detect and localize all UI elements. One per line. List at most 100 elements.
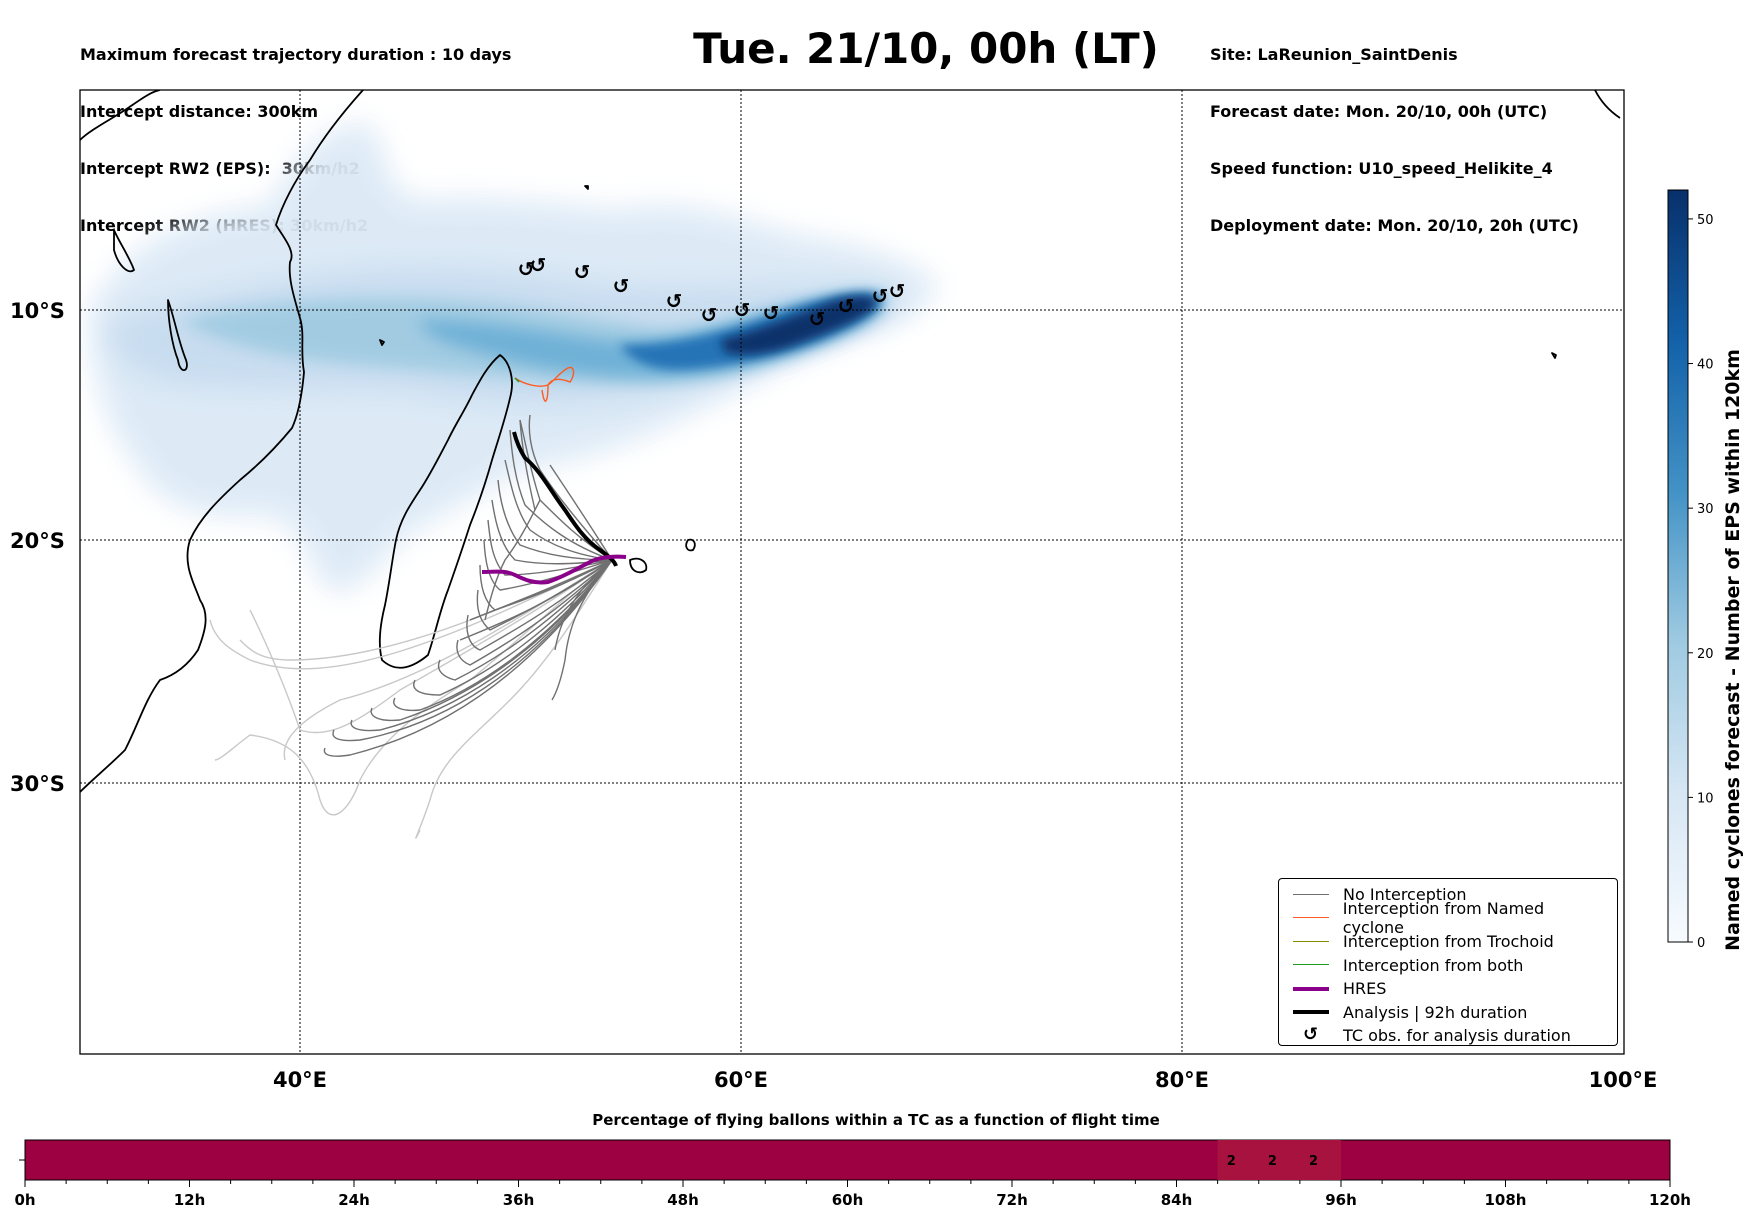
flight-time-bar: 2 2 2 0h 12h 24h 36h 48h 60h 72h 84h 96h 108h 120h (14, 1139, 1691, 1209)
mauritius-coast (685, 538, 696, 552)
lon-label: 80°E (1155, 1068, 1209, 1092)
east-island-b (1594, 90, 1621, 119)
trajectories (209, 366, 613, 839)
info-line: Deployment date: Mon. 20/10, 20h (UTC) (1210, 216, 1579, 235)
bar-tick-label: 24h (338, 1191, 370, 1209)
legend-label: Interception from Trochoid (1343, 932, 1554, 952)
cyclone-density-field (90, 124, 937, 593)
seychelles-island (584, 185, 589, 190)
bar-tick-label: 96h (1325, 1191, 1357, 1209)
legend-label: Interception from both (1343, 955, 1524, 975)
bar-value-label: 2 (1227, 1154, 1236, 1169)
colorbar: 0 10 20 30 40 50 (1667, 189, 1714, 951)
colorbar-tick-label: 50 (1697, 213, 1714, 228)
cyclone-icon: ↺ (1303, 1023, 1319, 1045)
legend-label: HRES (1343, 979, 1387, 999)
info-line: Forecast date: Mon. 20/10, 00h (UTC) (1210, 102, 1548, 121)
bar-tick-label: 36h (503, 1191, 535, 1209)
tc-obs-marker: ↺ (763, 301, 780, 325)
bar-value-label: 2 (1268, 1154, 1277, 1169)
page-title: Tue. 21/10, 00h (LT) (693, 24, 1159, 73)
flight-time-ticks: 0h 12h 24h 36h 48h 60h 72h 84h 96h 108h 120h (14, 1180, 1691, 1209)
colorbar-gradient (1667, 189, 1689, 943)
bar-tick-label: 72h (996, 1191, 1028, 1209)
coastlines (80, 90, 1621, 793)
legend-item-tc-obs: ↺ TC obs. for analysis duration (1287, 1024, 1609, 1048)
map-area: ↺ ↺ ↺ ↺ ↺ ↺ ↺ ↺ ↺ ↺ ↺ ↺ (80, 90, 1624, 1054)
bar-tick-label: 12h (174, 1191, 206, 1209)
mozambique-islet (167, 299, 188, 372)
tc-obs-marker: ↺ (889, 279, 906, 303)
bottom-chart-title: Percentage of flying ballons within a TC… (592, 1111, 1160, 1129)
tc-obs-marker: ↺ (666, 289, 683, 313)
colorbar-tick-label: 20 (1697, 647, 1714, 662)
legend-line-icon (1287, 979, 1335, 999)
bar-tick-label: 84h (1161, 1191, 1193, 1209)
hres-trajectory (481, 554, 627, 585)
longitude-labels: 40°E 60°E 80°E 100°E (273, 1068, 1657, 1092)
tc-obs-marker: ↺ (734, 298, 751, 322)
colorbar-ticks: 0 10 20 30 40 50 (1688, 213, 1714, 951)
legend-item-trochoid: Interception from Trochoid (1287, 930, 1609, 954)
legend-line-icon (1287, 955, 1335, 975)
lon-label: 60°E (714, 1068, 768, 1092)
bar-tick-label: 48h (667, 1191, 699, 1209)
info-line: Maximum forecast trajectory duration : 1… (80, 45, 512, 64)
legend-item-both: Interception from both (1287, 954, 1609, 978)
legend-label: No Interception (1343, 885, 1467, 905)
legend-label: Analysis | 92h duration (1343, 1002, 1528, 1022)
africa-horn-coast (80, 90, 161, 141)
reunion-coast (629, 557, 648, 574)
legend-line-icon (1287, 885, 1335, 905)
legend-line-icon (1287, 1002, 1335, 1022)
tc-obs-marker: ↺ (613, 274, 630, 298)
comoros-island (379, 339, 385, 346)
tc-obs-marker: ↺ (518, 257, 535, 281)
lon-label: 40°E (273, 1068, 327, 1092)
lat-label: 30°S (10, 772, 65, 796)
named-cyclone-interception-trajectory (514, 366, 575, 402)
tc-obs-marker: ↺ (872, 284, 889, 308)
map-frame (79, 89, 1625, 1055)
latitude-labels: 10°S 20°S 30°S (10, 299, 65, 796)
tc-obs-marker: ↺ (574, 260, 591, 284)
bar-tick-label: 60h (832, 1191, 864, 1209)
flight-time-values: 2 2 2 (1227, 1154, 1318, 1169)
legend-item-hres: HRES (1287, 977, 1609, 1001)
madagascar-coast (378, 354, 513, 669)
info-line: Speed function: U10_speed_Helikite_4 (1210, 159, 1553, 178)
colorbar-tick-label: 30 (1697, 502, 1714, 517)
legend-item-no-interception: No Interception (1287, 883, 1609, 907)
africa-coast (80, 90, 364, 793)
east-island-a (1551, 352, 1557, 359)
colorbar-label: Named cyclones forecast - Number of EPS … (1722, 349, 1744, 951)
tc-obs-marker: ↺ (809, 307, 826, 331)
long-trajectories (209, 559, 613, 839)
legend-label: Interception from Named cyclone (1342, 899, 1545, 938)
colorbar-tick-label: 10 (1697, 791, 1714, 806)
no-interception-trajectories (323, 414, 613, 757)
site-parameters: Site: LaReunion_SaintDenis Forecast date… (1210, 7, 1579, 254)
info-line: Site: LaReunion_SaintDenis (1210, 45, 1458, 64)
flight-time-bar-highlight (1217, 1140, 1341, 1180)
legend-item-named-cyclone: Interception from Named cyclone (1287, 899, 1609, 937)
tc-observations: ↺ ↺ ↺ ↺ ↺ ↺ ↺ ↺ ↺ ↺ ↺ ↺ (518, 253, 906, 331)
bar-tick-label: 108h (1485, 1191, 1527, 1209)
lon-label: 100°E (1589, 1068, 1658, 1092)
colorbar-tick-label: 40 (1697, 358, 1714, 373)
analysis-trajectory (512, 431, 618, 567)
tc-obs-marker: ↺ (838, 294, 855, 318)
legend-line-icon (1287, 908, 1335, 928)
flight-time-bar-fill (24, 1139, 1671, 1181)
madagascar-west-islet (113, 229, 135, 273)
legend: No Interception Interception from Named … (1278, 878, 1618, 1046)
tc-obs-marker: ↺ (701, 303, 718, 327)
bar-tick-label: 0h (14, 1191, 35, 1209)
legend-line-icon (1287, 932, 1335, 952)
lat-label: 10°S (10, 299, 65, 323)
legend-item-analysis: Analysis | 92h duration (1287, 1001, 1609, 1025)
gridlines (80, 90, 1624, 1054)
info-line: Intercept distance: 300km (80, 102, 319, 121)
legend-glyph-icon: ↺ (1287, 1023, 1335, 1046)
